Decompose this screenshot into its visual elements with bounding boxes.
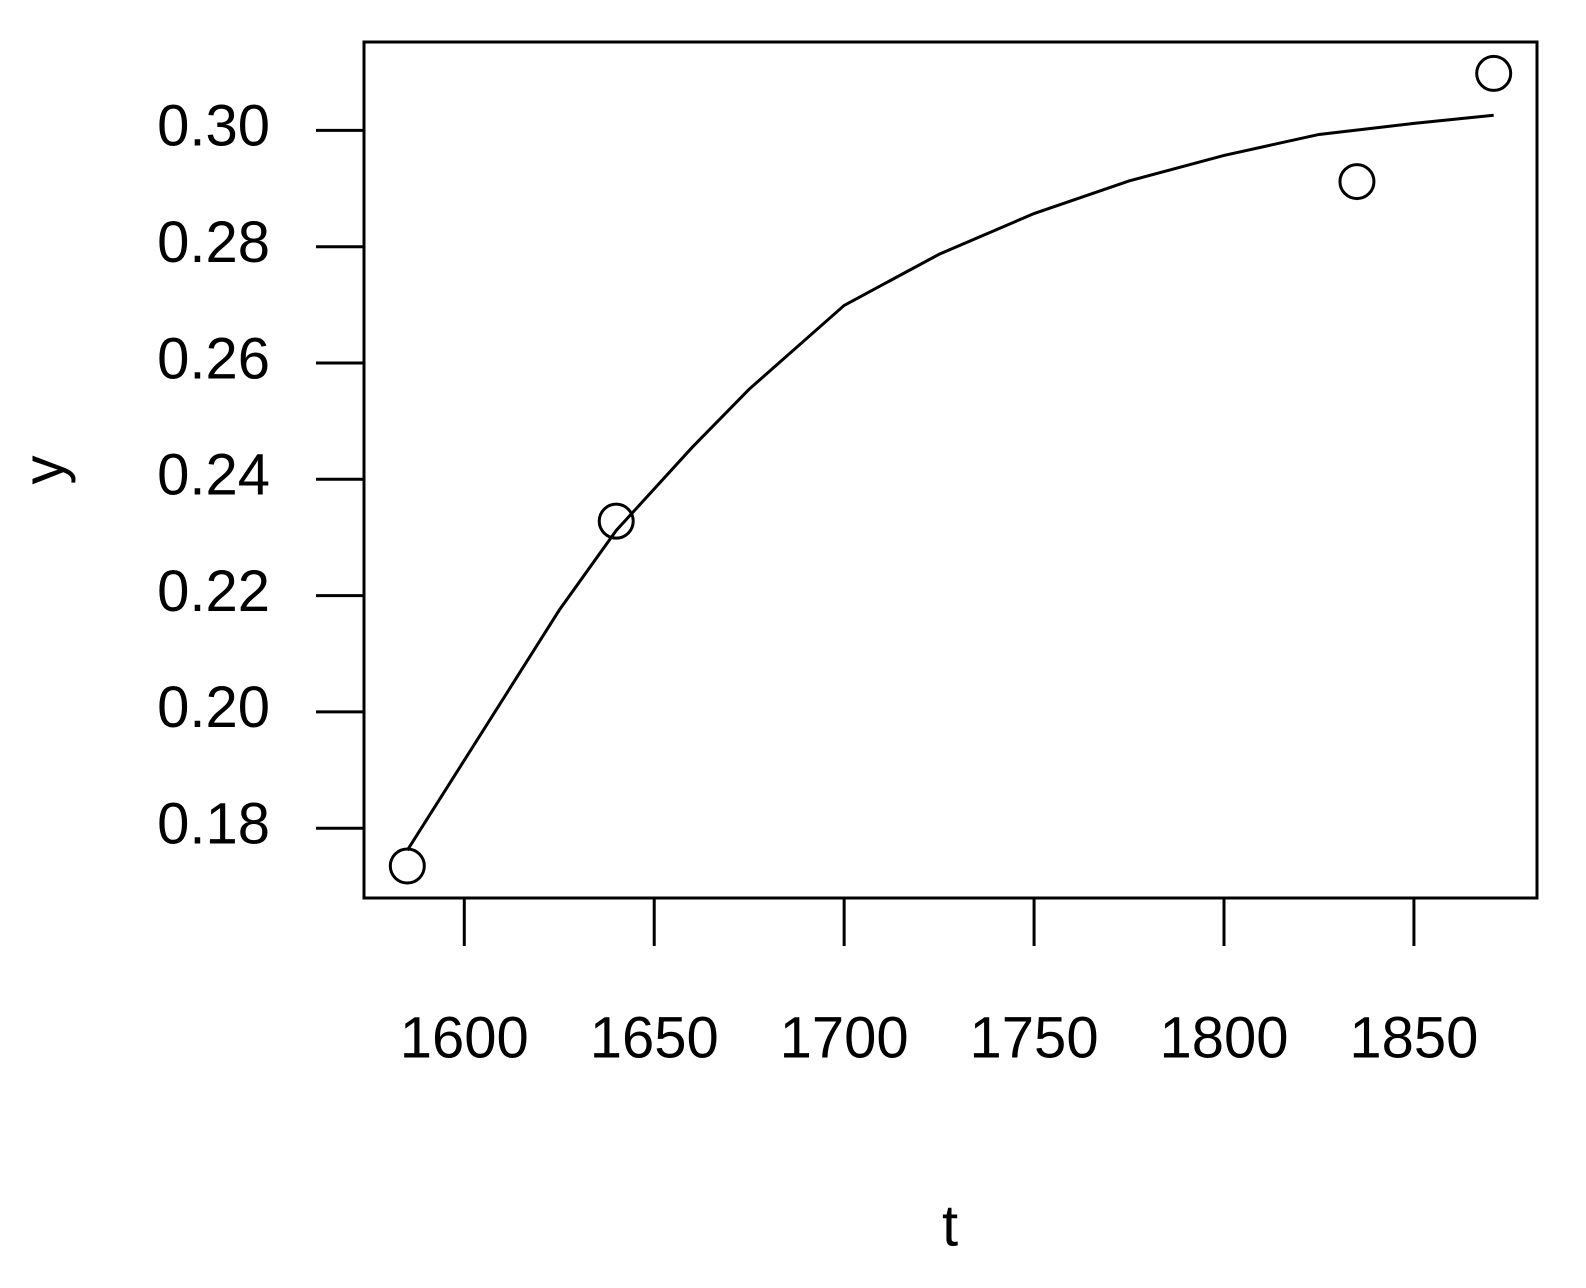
x-tick-label: 1650 (590, 1005, 719, 1070)
y-tick-label: 0.18 (157, 792, 270, 857)
data-point (388, 847, 426, 885)
y-tick-label: 0.20 (157, 675, 270, 740)
y-tick-label: 0.22 (157, 559, 270, 624)
data-point (1475, 54, 1513, 92)
y-axis-label: y (11, 456, 76, 485)
fit-line (406, 113, 1494, 852)
plot-box (362, 40, 1539, 900)
x-tick-label: 1850 (1349, 1005, 1478, 1070)
x-axis-label: t (942, 1193, 958, 1258)
y-tick-label: 0.26 (157, 326, 270, 391)
data-point (597, 502, 635, 540)
y-tick-label: 0.30 (157, 94, 270, 159)
x-tick-label: 1750 (970, 1005, 1099, 1070)
y-tick-label: 0.24 (157, 443, 270, 508)
x-tick-label: 1600 (400, 1005, 529, 1070)
x-tick-label: 1800 (1159, 1005, 1288, 1070)
y-tick-label: 0.28 (157, 210, 270, 275)
data-point (1338, 163, 1376, 201)
x-tick-label: 1700 (780, 1005, 909, 1070)
